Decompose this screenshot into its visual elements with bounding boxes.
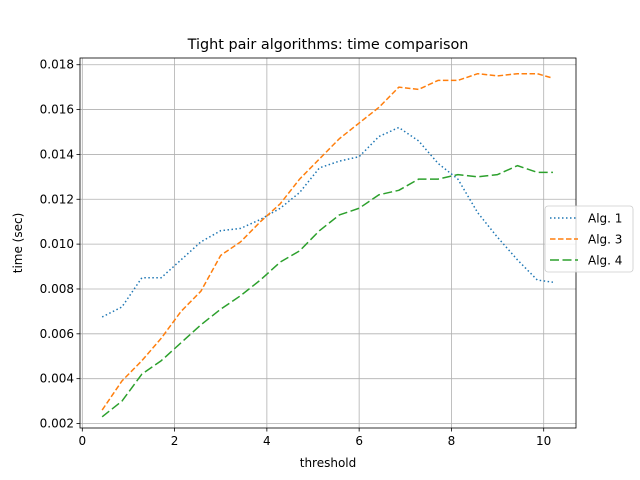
x-tick-label: 6 [355,434,363,448]
y-tick-label: 0.018 [40,58,74,72]
chart-title: Tight pair algorithms: time comparison [187,37,469,53]
legend-label-alg-4: Alg. 4 [588,254,622,268]
y-axis-ticks: 0.002 0.004 0.006 0.008 0.010 0.012 0.014 0.016… [40,58,80,431]
x-tick-label: 8 [448,434,456,448]
x-tick-label: 4 [263,434,271,448]
x-tick-label: 2 [171,434,179,448]
legend-items: Alg. 1 Alg. 3 Alg. 4 [550,212,622,268]
y-tick-label: 0.002 [40,417,74,431]
x-axis-label: threshold [300,456,357,470]
x-tick-label: 0 [78,434,86,448]
y-tick-label: 0.012 [40,192,74,206]
y-tick-label: 0.016 [40,103,74,117]
legend-label-alg-1: Alg. 1 [588,212,622,226]
legend-label-alg-3: Alg. 3 [588,233,622,247]
y-axis-label: time (sec) [11,213,25,274]
y-tick-label: 0.006 [40,327,74,341]
series-line-alg-1 [101,126,554,318]
series-lines [101,72,554,418]
y-tick-label: 0.014 [40,147,74,161]
y-tick-label: 0.008 [40,282,74,296]
x-axis-ticks: 0 2 4 6 8 10 [78,428,551,448]
series-line-alg-3 [101,72,554,411]
legend-box [544,205,634,273]
series-line-alg-4 [101,164,553,418]
legend: Alg. 1 Alg. 3 Alg. 4 [544,205,634,273]
y-tick-label: 0.004 [40,372,74,386]
x-tick-label: 10 [536,434,551,448]
grid-lines [80,58,576,428]
y-tick-label: 0.010 [40,237,74,251]
